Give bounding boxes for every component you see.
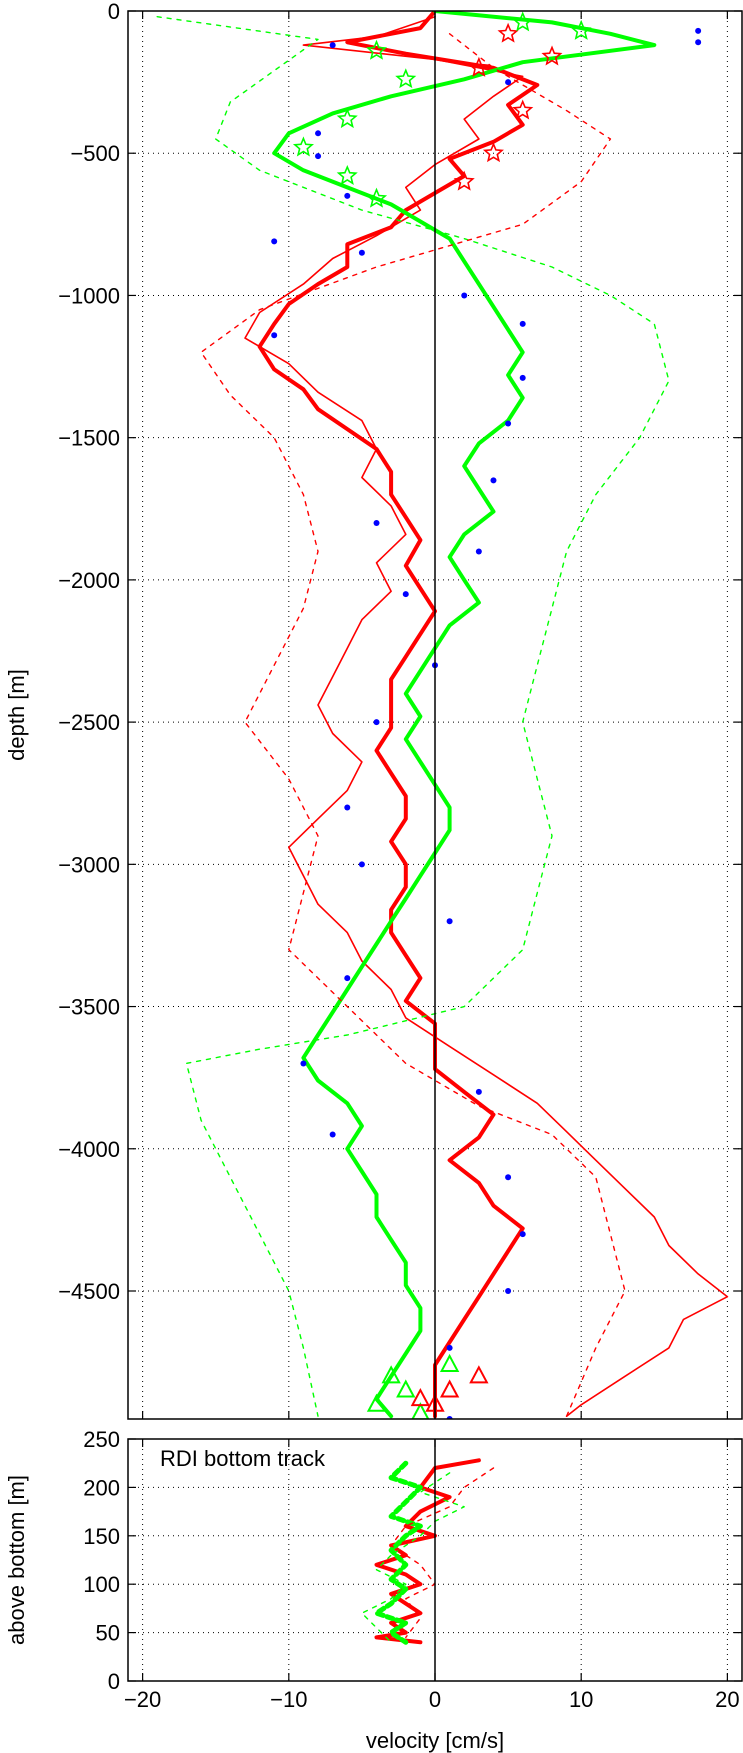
green-star-marker	[336, 108, 358, 129]
blue-data-point	[519, 320, 526, 327]
blue-data-point	[446, 918, 453, 925]
blue-data-point	[446, 1344, 453, 1351]
y-axis-label: depth [m]	[4, 669, 29, 761]
y-tick-label: 0	[108, 0, 120, 24]
y-tick-label: 250	[83, 1427, 120, 1452]
x-tick-label: −20	[124, 1687, 161, 1712]
y-tick-label: −4500	[58, 1279, 120, 1304]
x-tick-label: 0	[429, 1687, 441, 1712]
blue-data-point	[271, 238, 278, 245]
blue-data-point	[315, 130, 322, 137]
y-tick-label: 0	[108, 1669, 120, 1694]
blue-data-point	[329, 42, 336, 49]
green-triangle-marker	[411, 1402, 430, 1419]
blue-data-point	[402, 591, 409, 598]
blue-data-point	[505, 79, 512, 86]
blue-data-point	[373, 520, 380, 526]
annotation-label: RDI bottom track	[160, 1446, 326, 1471]
series-line-1	[257, 11, 540, 1419]
blue-data-point	[490, 477, 497, 484]
y-tick-label: −500	[70, 141, 120, 166]
blue-data-point	[315, 153, 322, 160]
red-triangle-marker	[469, 1365, 489, 1384]
y-tick-label: −3000	[58, 852, 120, 877]
blue-data-point	[505, 420, 512, 427]
y-tick-label: −4000	[58, 1137, 120, 1162]
red-star-marker	[482, 142, 504, 163]
red-star-marker	[453, 170, 475, 191]
x-tick-label: 20	[715, 1687, 739, 1712]
series-line-5	[200, 33, 626, 1417]
blue-data-point	[461, 292, 468, 299]
y-tick-label: 150	[83, 1524, 120, 1549]
blue-data-point	[358, 249, 365, 256]
y-tick-label: −2500	[58, 710, 120, 735]
blue-data-point	[475, 548, 482, 555]
green-star-marker	[336, 164, 358, 186]
blue-data-point	[519, 374, 526, 381]
blue-data-point	[505, 1288, 512, 1294]
y-tick-label: 50	[96, 1621, 120, 1646]
blue-data-point	[475, 1088, 482, 1095]
blue-data-point	[505, 1174, 512, 1181]
blue-data-point	[519, 1231, 526, 1238]
blue-data-point	[344, 192, 351, 199]
green-star-marker	[570, 19, 592, 40]
panel-1: 0 −500 −1000 −1500 −2000 −2500 −3000 −3500 −4000…	[4, 0, 743, 1420]
series-line-2	[374, 1460, 423, 1645]
blue-data-point	[695, 27, 702, 34]
plot-area	[156, 11, 729, 1419]
x-axis-label: velocity [cm/s]	[366, 1728, 504, 1753]
green-star-marker	[292, 136, 314, 157]
blue-data-point	[373, 719, 380, 726]
y-tick-label: −2000	[58, 568, 120, 593]
green-star-marker	[366, 187, 388, 208]
red-star-marker	[468, 56, 490, 77]
series-line-3	[361, 1472, 465, 1643]
green-triangle-marker	[396, 1379, 416, 1398]
series-line-4	[156, 16, 670, 1417]
y-tick-label: −3500	[58, 995, 120, 1020]
x-tick-label: 10	[569, 1687, 593, 1712]
blue-data-point	[300, 1060, 307, 1067]
blue-data-point	[344, 975, 351, 982]
green-star-marker	[512, 11, 534, 32]
y-tick-label: −1500	[58, 426, 120, 451]
blue-data-point	[271, 332, 278, 339]
series-line-2	[244, 15, 729, 1417]
blue-data-point	[358, 861, 365, 868]
x-tick-label: −10	[270, 1687, 307, 1712]
green-triangle-marker	[366, 1393, 387, 1412]
blue-data-point	[695, 39, 702, 46]
y-tick-label: 200	[83, 1475, 120, 1500]
series-line-1	[374, 1458, 481, 1645]
y-tick-label: 100	[83, 1572, 120, 1597]
plot-area	[361, 1458, 495, 1645]
red-star-marker	[497, 22, 519, 43]
green-star-marker	[366, 39, 388, 60]
green-triangle-marker	[439, 1353, 460, 1372]
blue-data-point	[329, 1131, 336, 1138]
y-tick-label: −1000	[58, 283, 120, 308]
red-triangle-marker	[439, 1379, 460, 1398]
y-axis-label: above bottom [m]	[4, 1475, 29, 1645]
red-triangle-marker	[410, 1387, 431, 1407]
green-triangle-marker	[381, 1365, 401, 1384]
red-star-marker	[541, 45, 563, 66]
blue-data-point	[344, 804, 351, 811]
series-line-3	[272, 11, 657, 1419]
red-star-marker	[512, 99, 534, 120]
green-star-marker	[395, 68, 417, 89]
